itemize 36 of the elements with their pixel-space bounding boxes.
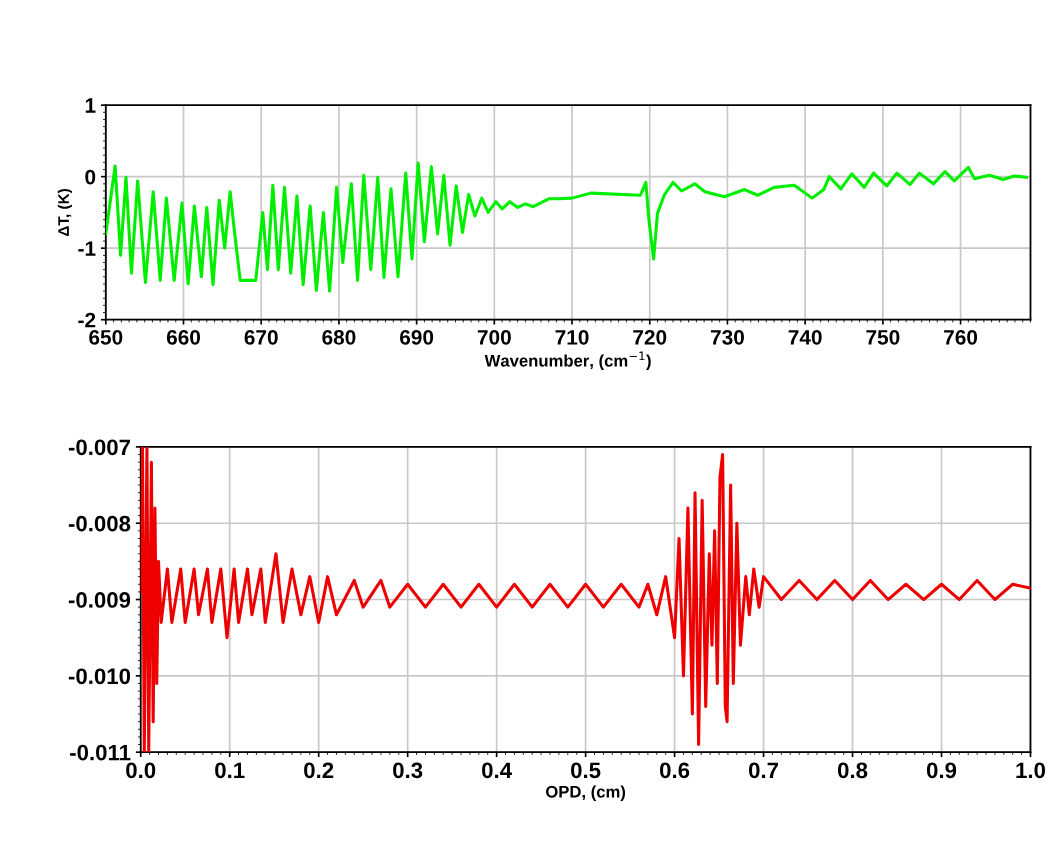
y-tick-label: 0 — [85, 169, 96, 185]
y-tick-label: -0.008 — [68, 515, 131, 532]
x-tick-label: 0.8 — [837, 762, 868, 779]
x-axis-title: OPD, (cm) — [546, 785, 626, 801]
x-tick-label: 0.1 — [215, 762, 245, 779]
y-tick-label: -0.007 — [68, 439, 131, 456]
x-tick-label: 650 — [89, 329, 123, 345]
x-tick-label: 680 — [322, 329, 356, 345]
x-tick-label: 710 — [555, 329, 589, 345]
y-tick-label: -1 — [78, 241, 96, 256]
x-tick-label: 0.2 — [304, 762, 334, 779]
x-tick-label: 740 — [788, 329, 822, 345]
y-axis-title: ΔT, (K) — [57, 189, 72, 236]
x-tick-label: 670 — [244, 329, 278, 345]
x-tick-label: 0.5 — [571, 762, 601, 779]
y-tick-label: -2 — [78, 312, 96, 328]
x-tick-label: 0.6 — [660, 762, 690, 779]
x-tick-label: 720 — [633, 329, 667, 345]
y-tick-label: -0.009 — [68, 592, 131, 608]
x-tick-label: 0.7 — [748, 762, 779, 779]
x-tick-label: 0.0 — [126, 762, 156, 779]
x-tick-label: 760 — [944, 329, 978, 345]
y-tick-label: 1 — [85, 98, 96, 113]
x-tick-label: 660 — [166, 329, 201, 345]
x-tick-label: 0.3 — [393, 762, 423, 779]
x-tick-label: 0.4 — [482, 762, 512, 779]
x-tick-label: 1.0 — [1016, 762, 1046, 779]
line-series — [105, 161, 1029, 293]
x-tick-label: 0.9 — [926, 762, 957, 779]
y-tick-label: -0.011 — [70, 744, 131, 761]
x-tick-label: 690 — [400, 329, 434, 345]
x-axis-title: Wavenumber, (cm$^{−1}$) — [484, 351, 651, 370]
x-tick-label: 700 — [477, 329, 511, 345]
x-tick-label: 730 — [710, 329, 744, 345]
x-tick-label: 750 — [866, 329, 900, 345]
y-tick-label: -0.010 — [68, 668, 131, 685]
